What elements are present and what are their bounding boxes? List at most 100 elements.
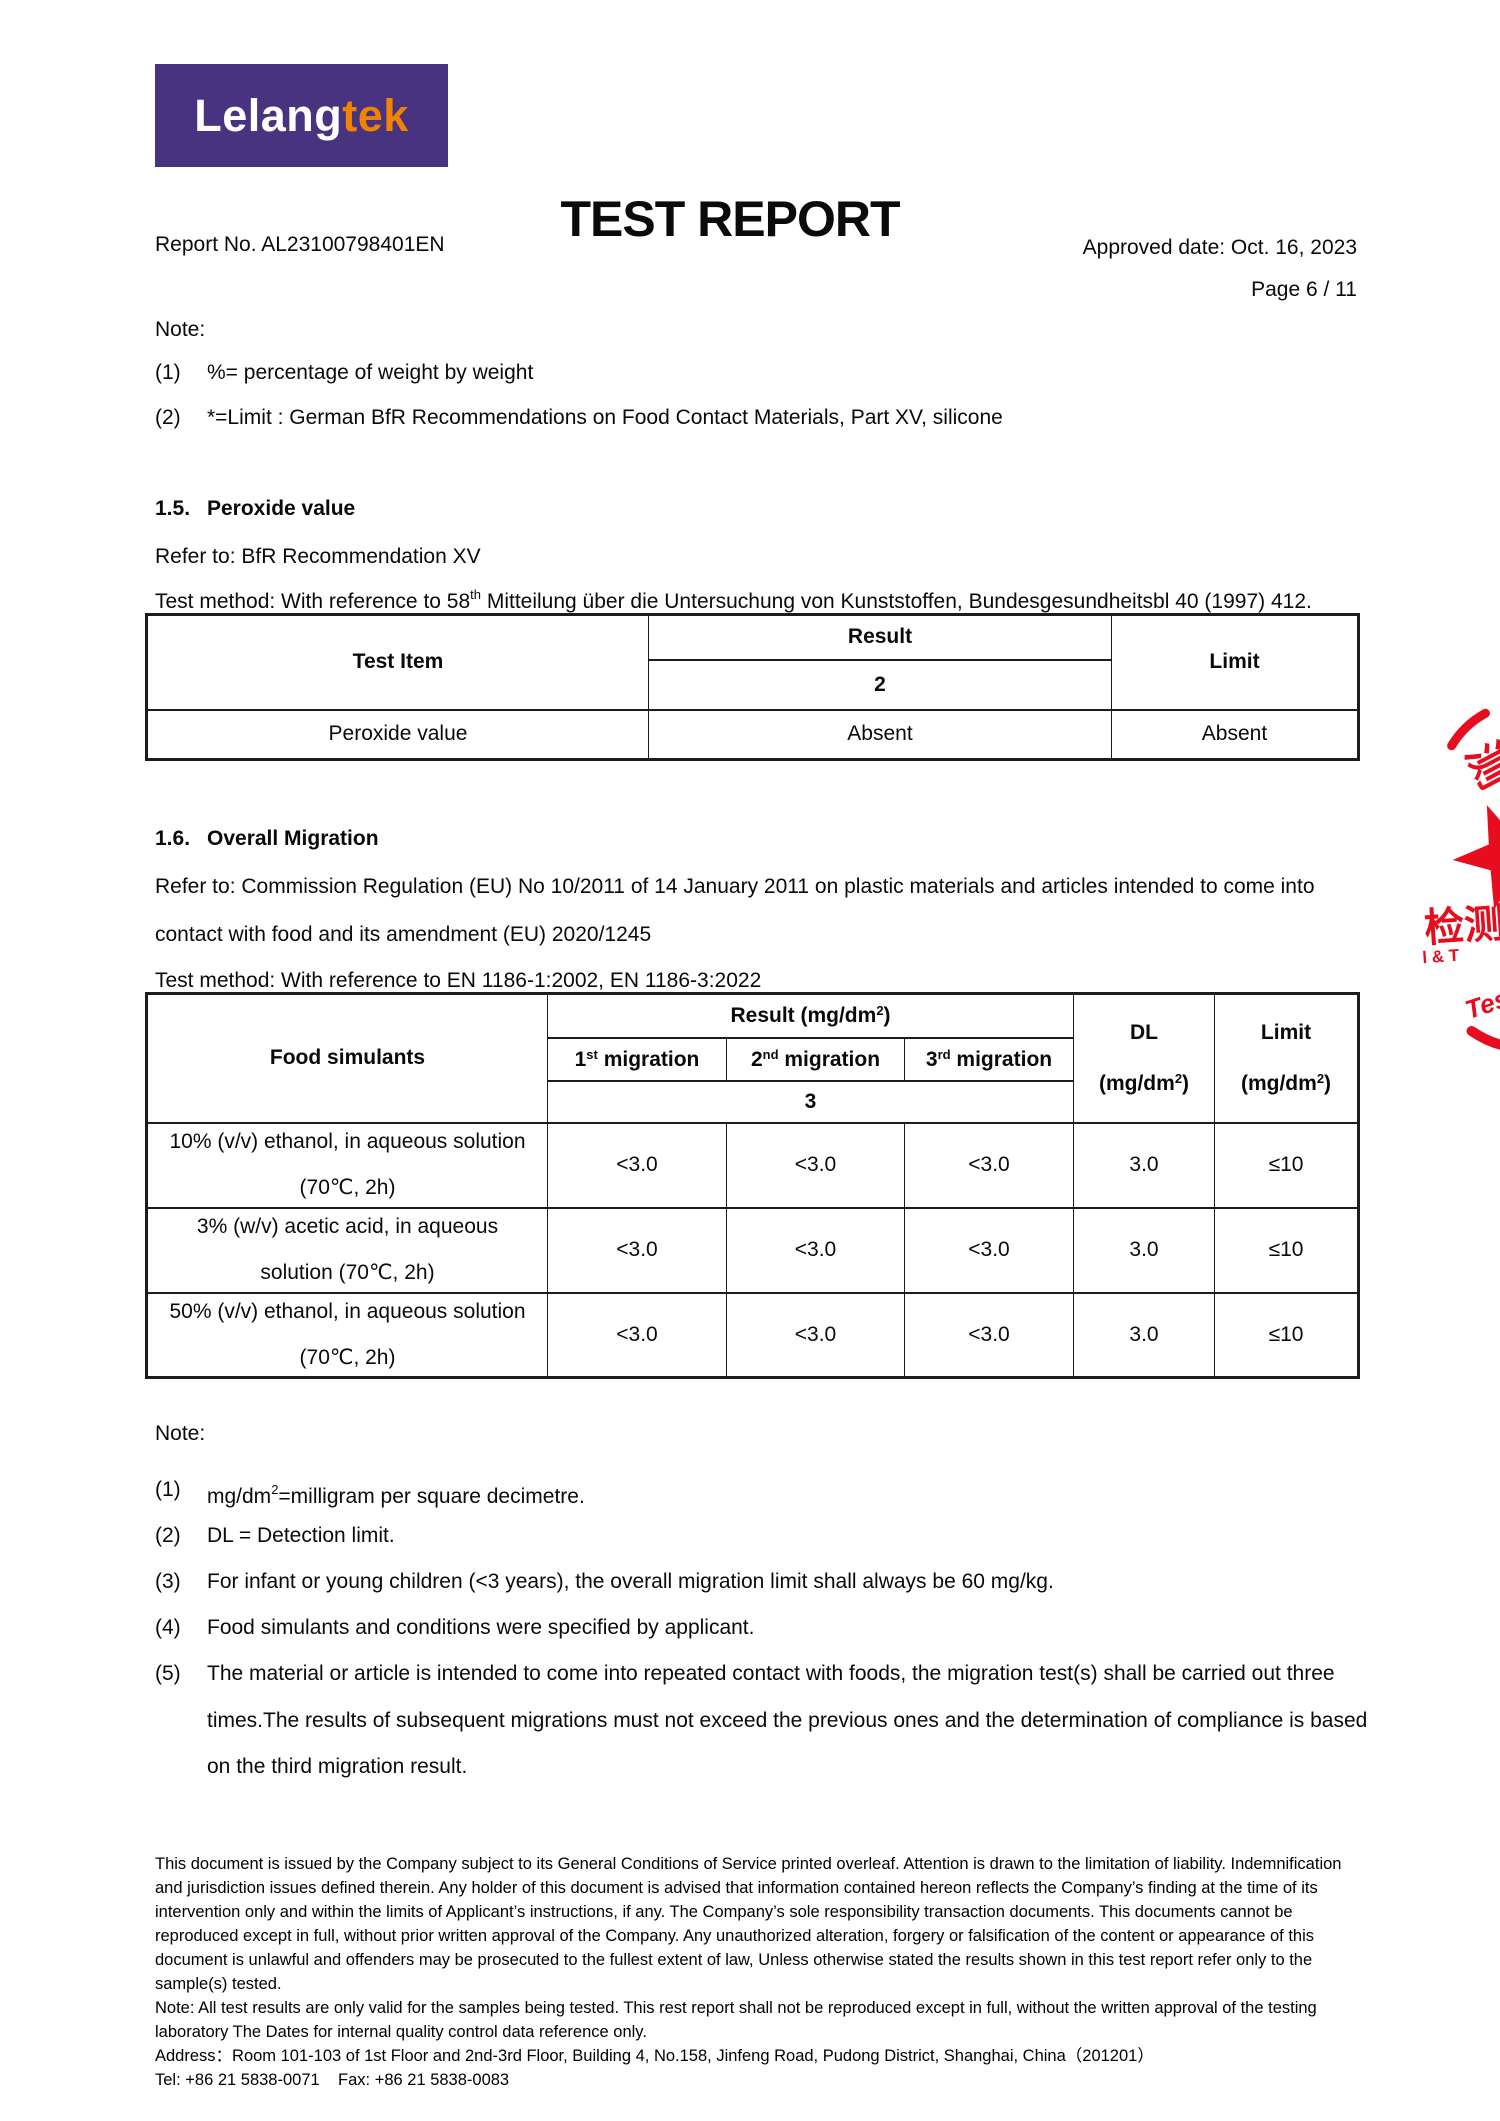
dl-cell: 3.0 <box>1073 1206 1216 1294</box>
note-item-text: The material or article is intended to c… <box>207 1662 1368 1778</box>
section-1-6-method: Test method: With reference to EN 1186-1… <box>155 969 762 992</box>
logo-text-white: Lelang <box>194 89 343 141</box>
migration-label: migration <box>950 1047 1053 1071</box>
bottom-note-item-5: (5) The material or article is intended … <box>155 1651 1392 1791</box>
limit-label: Limit <box>1260 1020 1312 1044</box>
lelangtek-logo: Lelangtek <box>155 64 448 167</box>
section-1-5-heading: 1.5. Peroxide value <box>155 497 355 521</box>
table-header-row: Test Item Result Limit <box>146 613 1359 711</box>
col-header-1st-migration: 1st migration <box>547 1036 727 1082</box>
migration-1-cell: <3.0 <box>547 1121 727 1209</box>
result-header-text: Result (mg/dm <box>730 1004 877 1028</box>
section-number: 1.6. <box>155 827 191 850</box>
bottom-note-item-3: (3) For infant or young children (<3 yea… <box>155 1559 1392 1606</box>
note-item-number: (5) <box>155 1662 181 1685</box>
migration-subheader-row: 1st migration 2nd migration 3rd migratio… <box>147 1036 1359 1082</box>
note-item-number: (2) <box>155 1524 181 1547</box>
bottom-note-item-1: (1) mg/dm2=milligram per square decimetr… <box>155 1467 1392 1521</box>
method-text: Test method: With reference to 58 <box>155 590 471 613</box>
col-header-dl: DL (mg/dm2) <box>1073 992 1216 1124</box>
top-note-item-1: (1) %= percentage of weight by weight <box>155 361 533 385</box>
dl-cell: 3.0 <box>1073 1291 1216 1379</box>
food-simulant-line2: (70℃, 2h) <box>299 1176 396 1199</box>
migration-number: 2 <box>750 1047 763 1071</box>
footer-note: Note: All test results are only valid fo… <box>155 1999 1317 2041</box>
limit-cell: ≤10 <box>1214 1206 1360 1294</box>
note-item-number: (1) <box>155 1478 181 1501</box>
note-text: mg/dm <box>207 1485 272 1508</box>
sample-number-cell: 2 <box>648 658 1112 711</box>
migration-label: migration <box>597 1047 700 1071</box>
dl-label: DL <box>1130 1020 1159 1044</box>
sample-number-row: 3 <box>147 1079 1359 1124</box>
section-1-5-refer: Refer to: BfR Recommendation XV <box>155 545 481 568</box>
top-note-label: Note: <box>155 318 206 341</box>
section-1-5-method: Test method: With reference to 58th Mitt… <box>155 587 1312 614</box>
limit-unit: (mg/dm2) <box>1215 1071 1357 1096</box>
result-header-superscript: 2 <box>876 1003 884 1019</box>
result-header-text: ) <box>883 1004 891 1028</box>
note-superscript: 2 <box>271 1482 279 1497</box>
table-row: 10% (v/v) ethanol, in aqueous solution (… <box>146 1121 1360 1209</box>
limit-cell: ≤10 <box>1214 1291 1360 1379</box>
footer-disclaimer-block: This document is issued by the Company s… <box>155 1852 1373 2092</box>
section-number: 1.5. <box>155 497 191 520</box>
footer-address: Address：Room 101-103 of 1st Floor and 2n… <box>155 2047 1154 2065</box>
food-simulant-cell: 10% (v/v) ethanol, in aqueous solution (… <box>146 1121 548 1209</box>
col-header-result: Result (mg/dm2) <box>546 992 1075 1039</box>
migration-number: 3 <box>925 1047 938 1071</box>
note-item-number: (3) <box>155 1570 181 1593</box>
unit-text: ) <box>1182 1071 1190 1095</box>
unit-superscript: 2 <box>1316 1070 1325 1086</box>
bottom-note-label: Note: <box>155 1422 206 1445</box>
bottom-note-item-2: (2) DL = Detection limit. <box>155 1513 1392 1560</box>
dl-cell: 3.0 <box>1073 1121 1216 1209</box>
food-simulant-cell: 3% (w/v) acetic acid, in aqueous solutio… <box>146 1206 548 1294</box>
unit-text: (mg/dm <box>1098 1071 1175 1095</box>
test-item-cell: Peroxide value <box>146 708 649 761</box>
col-header-limit: Limit (mg/dm2) <box>1214 992 1360 1124</box>
logo-text: Lelangtek <box>194 90 409 142</box>
stamp-latin-text: Tes <box>1461 983 1500 1025</box>
stamp-mid-characters: 检测 <box>1423 902 1500 951</box>
report-number: Report No. AL23100798401EN <box>155 233 445 256</box>
unit-text: (mg/dm <box>1240 1071 1317 1095</box>
col-header-food-simulants: Food simulants <box>146 992 548 1124</box>
col-header-3rd-migration: 3rd migration <box>903 1036 1075 1082</box>
logo-text-orange: tek <box>342 89 409 141</box>
note-item-number: (1) <box>155 361 181 384</box>
col-header-limit: Limit <box>1111 613 1359 711</box>
dl-unit: (mg/dm2) <box>1074 1071 1214 1096</box>
col-header-2nd-migration: 2nd migration <box>726 1036 905 1082</box>
migration-ordinal-superscript: nd <box>762 1046 779 1062</box>
table-row: Peroxide value Absent Absent <box>146 708 1359 761</box>
page-number: Page 6 / 11 <box>1251 278 1357 301</box>
food-simulant-line1: 3% (w/v) acetic acid, in aqueous <box>196 1215 499 1238</box>
result-cell: Absent <box>648 708 1112 761</box>
section-title: Peroxide value <box>207 497 356 520</box>
food-simulant-cell: 50% (v/v) ethanol, in aqueous solution (… <box>146 1291 548 1379</box>
migration-3-cell: <3.0 <box>903 1291 1075 1379</box>
section-1-6-refer-line2: contact with food and its amendment (EU)… <box>155 923 652 946</box>
bottom-note-item-4: (4) Food simulants and conditions were s… <box>155 1605 1392 1652</box>
food-simulant-line1: 50% (v/v) ethanol, in aqueous solution <box>169 1299 526 1323</box>
table-row: 3% (w/v) acetic acid, in aqueous solutio… <box>146 1206 1360 1294</box>
migration-2-cell: <3.0 <box>726 1291 905 1379</box>
page-title: TEST REPORT <box>560 191 900 247</box>
migration-2-cell: <3.0 <box>726 1206 905 1294</box>
table-row: 50% (v/v) ethanol, in aqueous solution (… <box>146 1291 1360 1379</box>
stamp-arc-top-icon <box>1447 708 1490 751</box>
note-item-text: For infant or young children (<3 years),… <box>207 1570 1054 1593</box>
stamp-top-character: 测 <box>1456 734 1500 796</box>
approved-date: Approved date: Oct. 16, 2023 <box>1082 236 1357 259</box>
footer-telephone: Tel: +86 21 5838-0071 Fax: +86 21 5838-0… <box>155 2071 510 2089</box>
peroxide-value-table: Test Item Result Limit 2 Peroxide value … <box>145 613 1360 761</box>
stamp-arc-bottom-icon <box>1466 1026 1500 1052</box>
note-item-text: Food simulants and conditions were speci… <box>207 1616 755 1639</box>
section-title: Overall Migration <box>207 827 379 850</box>
note-text: =milligram per square decimetre. <box>278 1485 585 1508</box>
table-subheader-row: 2 <box>147 658 1359 711</box>
migration-label: migration <box>778 1047 881 1071</box>
unit-text: ) <box>1324 1071 1332 1095</box>
